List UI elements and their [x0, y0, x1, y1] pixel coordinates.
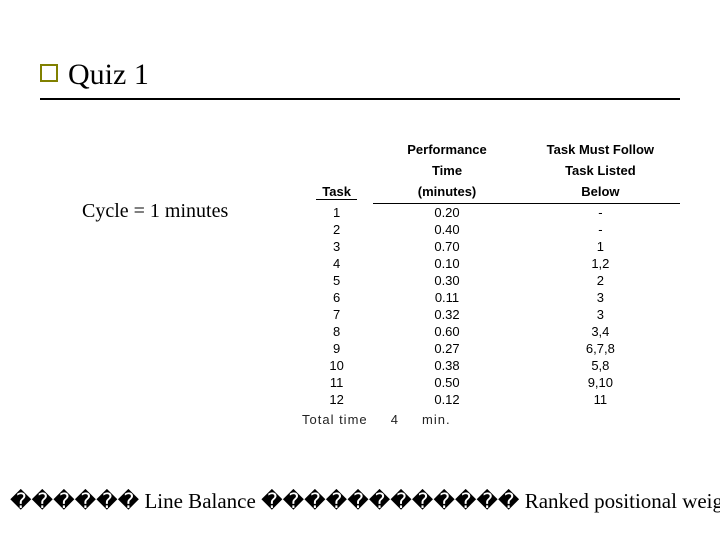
- cycle-text: Cycle = 1 minutes: [82, 200, 228, 223]
- col-header-task-label: Task: [316, 184, 357, 200]
- footer-text-2: Ranked positional weigh: [519, 489, 720, 513]
- table-row: 100.385,8: [300, 357, 680, 374]
- col-header-follow-3: Below: [521, 182, 680, 204]
- col-header-perf-1: Performance: [373, 140, 520, 161]
- cell-follow: 3: [521, 306, 680, 323]
- cell-task: 3: [300, 238, 373, 255]
- total-label: Total time: [302, 412, 368, 427]
- cell-follow: 2: [521, 272, 680, 289]
- cell-task: 5: [300, 272, 373, 289]
- cell-task: 4: [300, 255, 373, 272]
- table-row: 70.323: [300, 306, 680, 323]
- total-value: 4: [391, 412, 399, 427]
- table-row: 110.509,10: [300, 374, 680, 391]
- cell-perf: 0.50: [373, 374, 520, 391]
- table-row: 120.1211: [300, 391, 680, 408]
- title-underline: [40, 98, 680, 100]
- cell-perf: 0.40: [373, 221, 520, 238]
- task-table: Task Performance Task Must Follow Time T…: [300, 140, 680, 428]
- cell-task: 10: [300, 357, 373, 374]
- cell-perf: 0.27: [373, 340, 520, 357]
- total-unit: min.: [422, 412, 451, 427]
- total-row: Total time 4 min.: [300, 408, 680, 428]
- cell-follow: 11: [521, 391, 680, 408]
- cell-task: 6: [300, 289, 373, 306]
- slide-title: Quiz 1: [68, 58, 149, 91]
- cell-perf: 0.70: [373, 238, 520, 255]
- cell-follow: 3,4: [521, 323, 680, 340]
- placeholder-boxes-1: ������: [10, 489, 139, 513]
- cell-perf: 0.60: [373, 323, 520, 340]
- slide: Quiz 1 Cycle = 1 minutes Task Performanc…: [0, 0, 720, 540]
- cell-follow: 6,7,8: [521, 340, 680, 357]
- cell-task: 2: [300, 221, 373, 238]
- col-header-task: Task: [300, 140, 373, 204]
- title-block: Quiz 1: [40, 58, 680, 100]
- task-table-body: 10.20- 20.40- 30.701 40.101,2 50.302 60.…: [300, 204, 680, 429]
- table-row: 90.276,7,8: [300, 340, 680, 357]
- cell-perf: 0.10: [373, 255, 520, 272]
- cell-follow: 1,2: [521, 255, 680, 272]
- cell-perf: 0.20: [373, 204, 520, 222]
- total-cell: Total time 4 min.: [300, 408, 680, 428]
- table-row: 40.101,2: [300, 255, 680, 272]
- cell-task: 11: [300, 374, 373, 391]
- cell-task: 12: [300, 391, 373, 408]
- table-row: 10.20-: [300, 204, 680, 222]
- cell-follow: 1: [521, 238, 680, 255]
- footer-line: ������ Line Balance ������������ Ranked …: [10, 489, 720, 514]
- table-row: 80.603,4: [300, 323, 680, 340]
- col-header-perf-3: (minutes): [373, 182, 520, 204]
- cell-task: 1: [300, 204, 373, 222]
- cell-task: 8: [300, 323, 373, 340]
- cell-follow: -: [521, 221, 680, 238]
- table-row: 30.701: [300, 238, 680, 255]
- col-header-follow-2: Task Listed: [521, 161, 680, 182]
- cell-task: 7: [300, 306, 373, 323]
- footer-text-1: Line Balance: [139, 489, 261, 513]
- cell-perf: 0.11: [373, 289, 520, 306]
- col-header-follow-1: Task Must Follow: [521, 140, 680, 161]
- cell-follow: -: [521, 204, 680, 222]
- col-header-perf-2: Time: [373, 161, 520, 182]
- cell-follow: 3: [521, 289, 680, 306]
- table-row: 60.113: [300, 289, 680, 306]
- table-row: 50.302: [300, 272, 680, 289]
- table-row: 20.40-: [300, 221, 680, 238]
- cell-perf: 0.38: [373, 357, 520, 374]
- cell-perf: 0.30: [373, 272, 520, 289]
- cell-perf: 0.12: [373, 391, 520, 408]
- title-bullet-icon: [40, 64, 58, 82]
- task-table-grid: Task Performance Task Must Follow Time T…: [300, 140, 680, 428]
- cell-task: 9: [300, 340, 373, 357]
- cell-follow: 5,8: [521, 357, 680, 374]
- cell-perf: 0.32: [373, 306, 520, 323]
- placeholder-boxes-2: ������������: [261, 489, 519, 513]
- cell-follow: 9,10: [521, 374, 680, 391]
